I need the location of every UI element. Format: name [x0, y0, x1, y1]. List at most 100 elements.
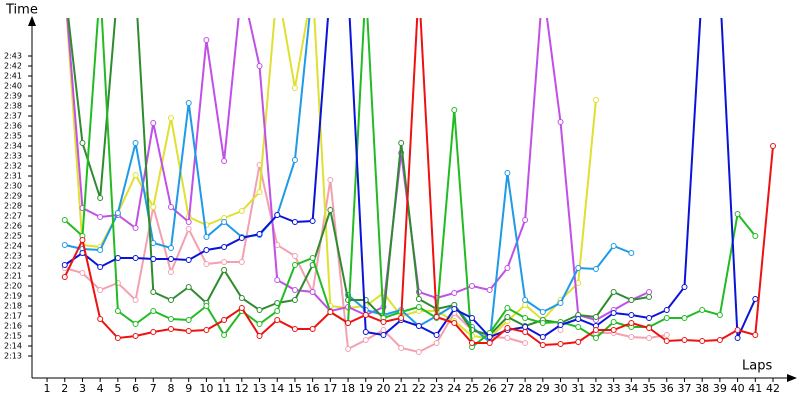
point — [61, 242, 68, 248]
point — [380, 327, 387, 333]
point — [663, 338, 670, 344]
point — [610, 327, 617, 333]
point — [309, 255, 316, 261]
x-tick-label: 30 — [554, 382, 568, 395]
point — [734, 335, 741, 341]
point — [97, 247, 104, 253]
x-tick-label: 28 — [518, 382, 532, 395]
point — [646, 294, 653, 300]
point — [309, 326, 316, 332]
point — [486, 334, 493, 340]
x-tick-label: 38 — [695, 382, 709, 395]
y-axis-arrow — [28, 16, 36, 26]
point — [734, 211, 741, 217]
point — [274, 317, 281, 323]
point — [610, 289, 617, 295]
point — [150, 329, 157, 335]
point — [167, 297, 174, 303]
point — [221, 219, 228, 225]
x-tick-label: 13 — [253, 382, 267, 395]
point — [752, 332, 759, 338]
point — [167, 256, 174, 262]
point — [433, 332, 440, 338]
x-tick-label: 39 — [713, 382, 727, 395]
point — [97, 287, 104, 293]
point — [646, 289, 653, 295]
x-tick-label: 15 — [288, 382, 302, 395]
point — [221, 267, 228, 273]
x-tick-label: 29 — [536, 382, 550, 395]
point — [468, 283, 475, 289]
x-tick-label: 1 — [44, 382, 51, 395]
point — [309, 218, 316, 224]
x-tick-label: 10 — [199, 382, 213, 395]
point — [663, 315, 670, 321]
point — [522, 340, 529, 346]
y-tick-label: 2:43 — [4, 52, 22, 61]
y-tick-label: 2:42 — [4, 62, 22, 71]
x-tick-label: 42 — [766, 382, 780, 395]
point — [185, 328, 192, 334]
point — [557, 327, 564, 333]
point — [256, 231, 263, 237]
point — [150, 204, 157, 210]
x-tick-label: 33 — [607, 382, 621, 395]
point — [575, 280, 582, 286]
point — [646, 315, 653, 321]
point — [97, 195, 104, 201]
point — [256, 189, 263, 195]
series-line — [64, 18, 632, 344]
point — [362, 337, 369, 343]
y-tick-label: 2:16 — [4, 322, 22, 331]
point — [486, 340, 493, 346]
point — [575, 316, 582, 322]
point — [398, 140, 405, 146]
y-tick-label: 2:32 — [4, 162, 22, 171]
x-tick-label: 37 — [677, 382, 691, 395]
x-axis-label: Laps — [742, 359, 772, 374]
x-axis-arrow — [787, 374, 797, 382]
point — [238, 305, 245, 311]
y-tick-label: 2:22 — [4, 262, 22, 271]
point — [628, 320, 635, 326]
point — [646, 335, 653, 341]
point — [504, 314, 511, 320]
point — [522, 329, 529, 335]
point — [97, 316, 104, 322]
y-tick-label: 2:20 — [4, 282, 22, 291]
point — [79, 237, 86, 243]
point — [150, 308, 157, 314]
y-tick-label: 2:28 — [4, 202, 22, 211]
point — [362, 312, 369, 318]
x-tick-label: 40 — [731, 382, 745, 395]
point — [433, 314, 440, 320]
x-tick-label: 35 — [642, 382, 656, 395]
point — [468, 315, 475, 321]
point — [291, 157, 298, 163]
point — [398, 315, 405, 321]
point — [557, 341, 564, 347]
x-tick-label: 21 — [394, 382, 408, 395]
point — [557, 119, 564, 125]
point — [681, 284, 688, 290]
point — [486, 287, 493, 293]
y-tick-label: 2:25 — [4, 232, 22, 241]
point — [150, 256, 157, 262]
point — [221, 259, 228, 265]
point — [221, 317, 228, 323]
point — [610, 310, 617, 316]
point — [415, 349, 422, 355]
x-tick-label: 11 — [217, 382, 231, 395]
y-tick-label: 2:38 — [4, 102, 22, 111]
point — [504, 265, 511, 271]
point — [610, 243, 617, 249]
point — [291, 85, 298, 91]
point — [291, 262, 298, 268]
point — [451, 320, 458, 326]
point — [291, 253, 298, 259]
point — [256, 307, 263, 313]
point — [114, 210, 121, 216]
point — [185, 317, 192, 323]
point — [628, 334, 635, 340]
